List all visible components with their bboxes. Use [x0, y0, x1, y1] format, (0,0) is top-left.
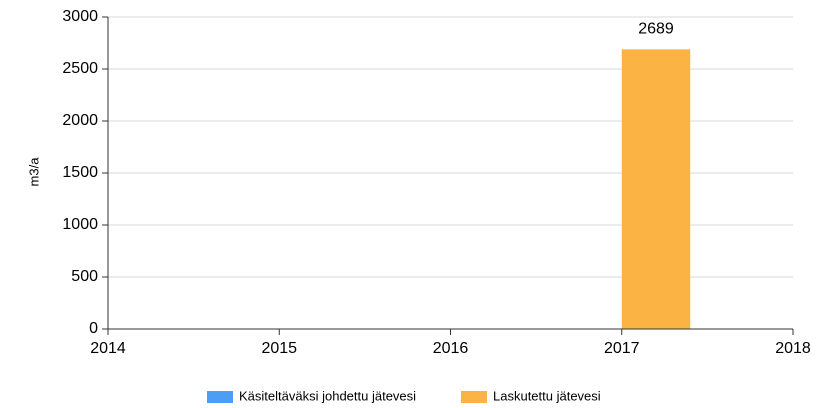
value-label: 2689	[638, 21, 674, 38]
legend-swatch	[461, 391, 487, 403]
bar	[621, 49, 691, 330]
y-tick-label: 1000	[62, 216, 98, 233]
y-tick-label: 1500	[62, 164, 98, 181]
y-tick-label: 500	[71, 268, 98, 285]
x-tick-label: 2018	[775, 340, 811, 357]
legend-label: Laskutettu jätevesi	[493, 388, 601, 403]
legend-label: Käsiteltäväksi johdettu jätevesi	[239, 388, 416, 403]
x-tick-label: 2017	[604, 340, 640, 357]
x-tick-label: 2016	[433, 340, 469, 357]
y-axis-label: m3/a	[26, 157, 41, 187]
y-tick-label: 0	[89, 320, 98, 337]
legend-swatch	[207, 391, 233, 403]
y-tick-label: 3000	[62, 8, 98, 25]
x-tick-label: 2014	[90, 340, 126, 357]
x-tick-label: 2015	[261, 340, 297, 357]
y-tick-label: 2500	[62, 60, 98, 77]
y-tick-label: 2000	[62, 112, 98, 129]
